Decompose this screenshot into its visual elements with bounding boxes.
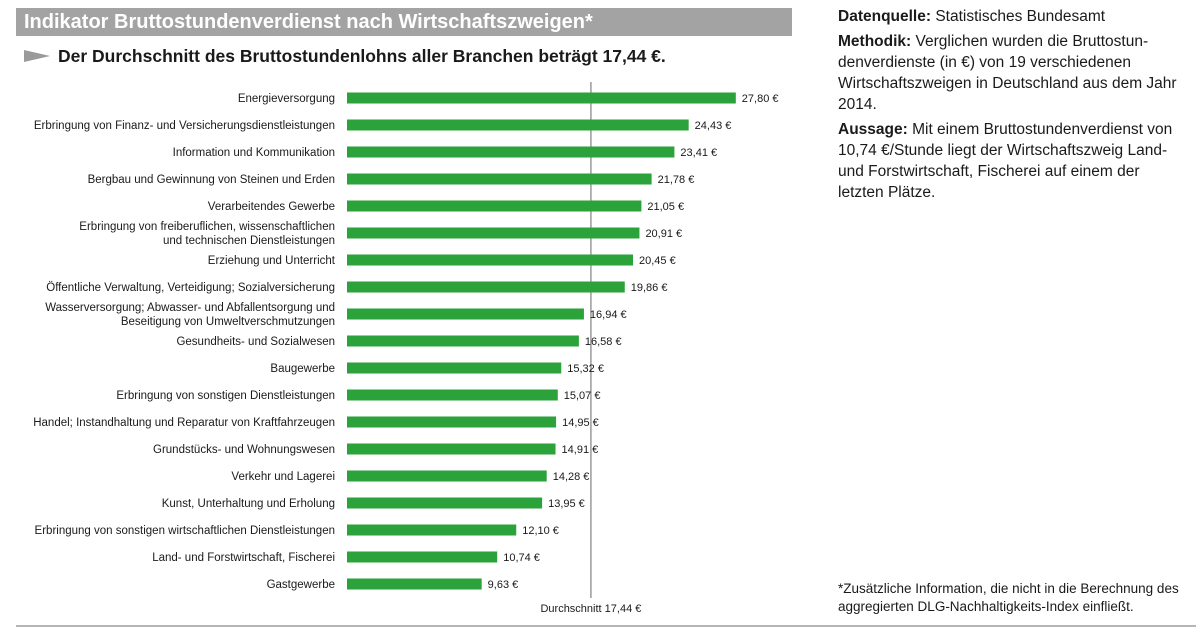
value-label: 12,10 € [522,525,559,537]
info-panel: Datenquelle: Statistisches Bundesamt Met… [838,6,1188,207]
category-label: Erbringung von freiberuflichen, wissensc… [79,221,335,247]
bar [347,335,579,347]
bar [347,227,640,239]
category-label: Grundstücks- und Wohnungswesen [153,444,335,456]
category-label: Verarbeitendes Gewerbe [208,201,335,213]
value-label: 27,80 € [742,93,779,105]
category-label: Erbringung von sonstigen wirtschaftliche… [35,525,335,537]
category-label: Information und Kommunikation [173,147,335,159]
value-label: 24,43 € [695,120,732,132]
value-label: 14,95 € [562,417,599,429]
bar [347,497,543,509]
average-label: Durchschnitt 17,44 € [540,603,641,615]
bar [347,416,557,428]
chart-subtitle: Der Durchschnitt des Bruttostundenlohns … [58,45,666,66]
value-label: 21,05 € [647,201,684,213]
category-label: Kunst, Unterhaltung und Erholung [162,498,335,510]
bar [347,389,558,401]
bar [347,92,736,104]
subtitle-row: Der Durchschnitt des Bruttostundenlohns … [24,44,666,68]
footnote: *Zusätzliche Information, die nicht in d… [838,581,1179,614]
bar [347,146,675,158]
category-label: Wasserversorgung; Abwasser- und Abfallen… [45,302,335,328]
category-label: Gesundheits- und Sozialwesen [176,336,335,348]
category-label: Verkehr und Lagerei [231,471,335,483]
method-label: Methodik: [838,33,912,50]
category-label: Baugewerbe [270,363,335,375]
bar [347,578,482,590]
value-label: 19,86 € [631,282,668,294]
bar [347,119,689,131]
value-label: 14,28 € [553,471,590,483]
title-bar: Indikator Bruttostundenverdienst nach Wi… [16,8,792,36]
triangle-arrow-icon [24,50,50,62]
statement-info: Aussage: Mit einem Bruttostundenverdiens… [838,119,1188,203]
value-label: 21,78 € [658,174,695,186]
value-label: 20,45 € [639,255,676,267]
category-label: Erziehung und Unterricht [208,255,336,267]
bar-chart: 27,80 € Energieversorgung 24,43 € Erbringun… [33,82,779,615]
category-label: Öffentliche Verwaltung, Verteidigung; So… [46,282,335,294]
bar [347,362,562,374]
category-label: Erbringung von sonstigen Dienstleistunge… [116,390,335,402]
bar [347,470,547,482]
value-label: 23,41 € [680,147,717,159]
value-label: 15,07 € [564,390,601,402]
bar [347,254,634,266]
value-label: 20,91 € [645,228,682,240]
statement-text: Mit einem Bruttostundenverdienst von 10,… [838,121,1173,201]
bar [347,173,652,185]
value-label: 10,74 € [503,552,540,564]
value-label: 13,95 € [548,498,585,510]
source-label: Datenquelle: [838,8,932,25]
source-text: Statistisches Bundesamt [935,8,1106,25]
statement-label: Aussage: [838,121,908,138]
bar [347,308,584,320]
value-label: 9,63 € [488,579,519,591]
value-label: 16,94 € [590,309,627,321]
category-label: Energieversorgung [238,93,335,105]
bar [347,281,625,293]
bar [347,551,498,563]
source-info: Datenquelle: Statistisches Bundesamt [838,6,1188,27]
bar [347,524,517,536]
category-label: Handel; Instandhaltung und Reparatur von… [33,417,335,429]
category-label: Land- und Forstwirtschaft, Fischerei [152,552,335,564]
value-label: 16,58 € [585,336,622,348]
bottom-divider [16,625,1196,627]
category-label: Bergbau und Gewinnung von Steinen und Er… [88,174,335,186]
bar [347,443,556,455]
method-info: Methodik: Verglichen wurden die Bruttost… [838,31,1188,115]
method-text: Verglichen wurden die Bruttostun-denverd… [838,33,1177,113]
value-label: 14,91 € [562,444,599,456]
category-label: Erbringung von Finanz- und Versicherungs… [34,120,335,132]
bar [347,200,642,212]
category-label: Gastgewerbe [267,579,335,591]
value-label: 15,32 € [567,363,604,375]
page-title: Indikator Bruttostundenverdienst nach Wi… [24,11,593,33]
